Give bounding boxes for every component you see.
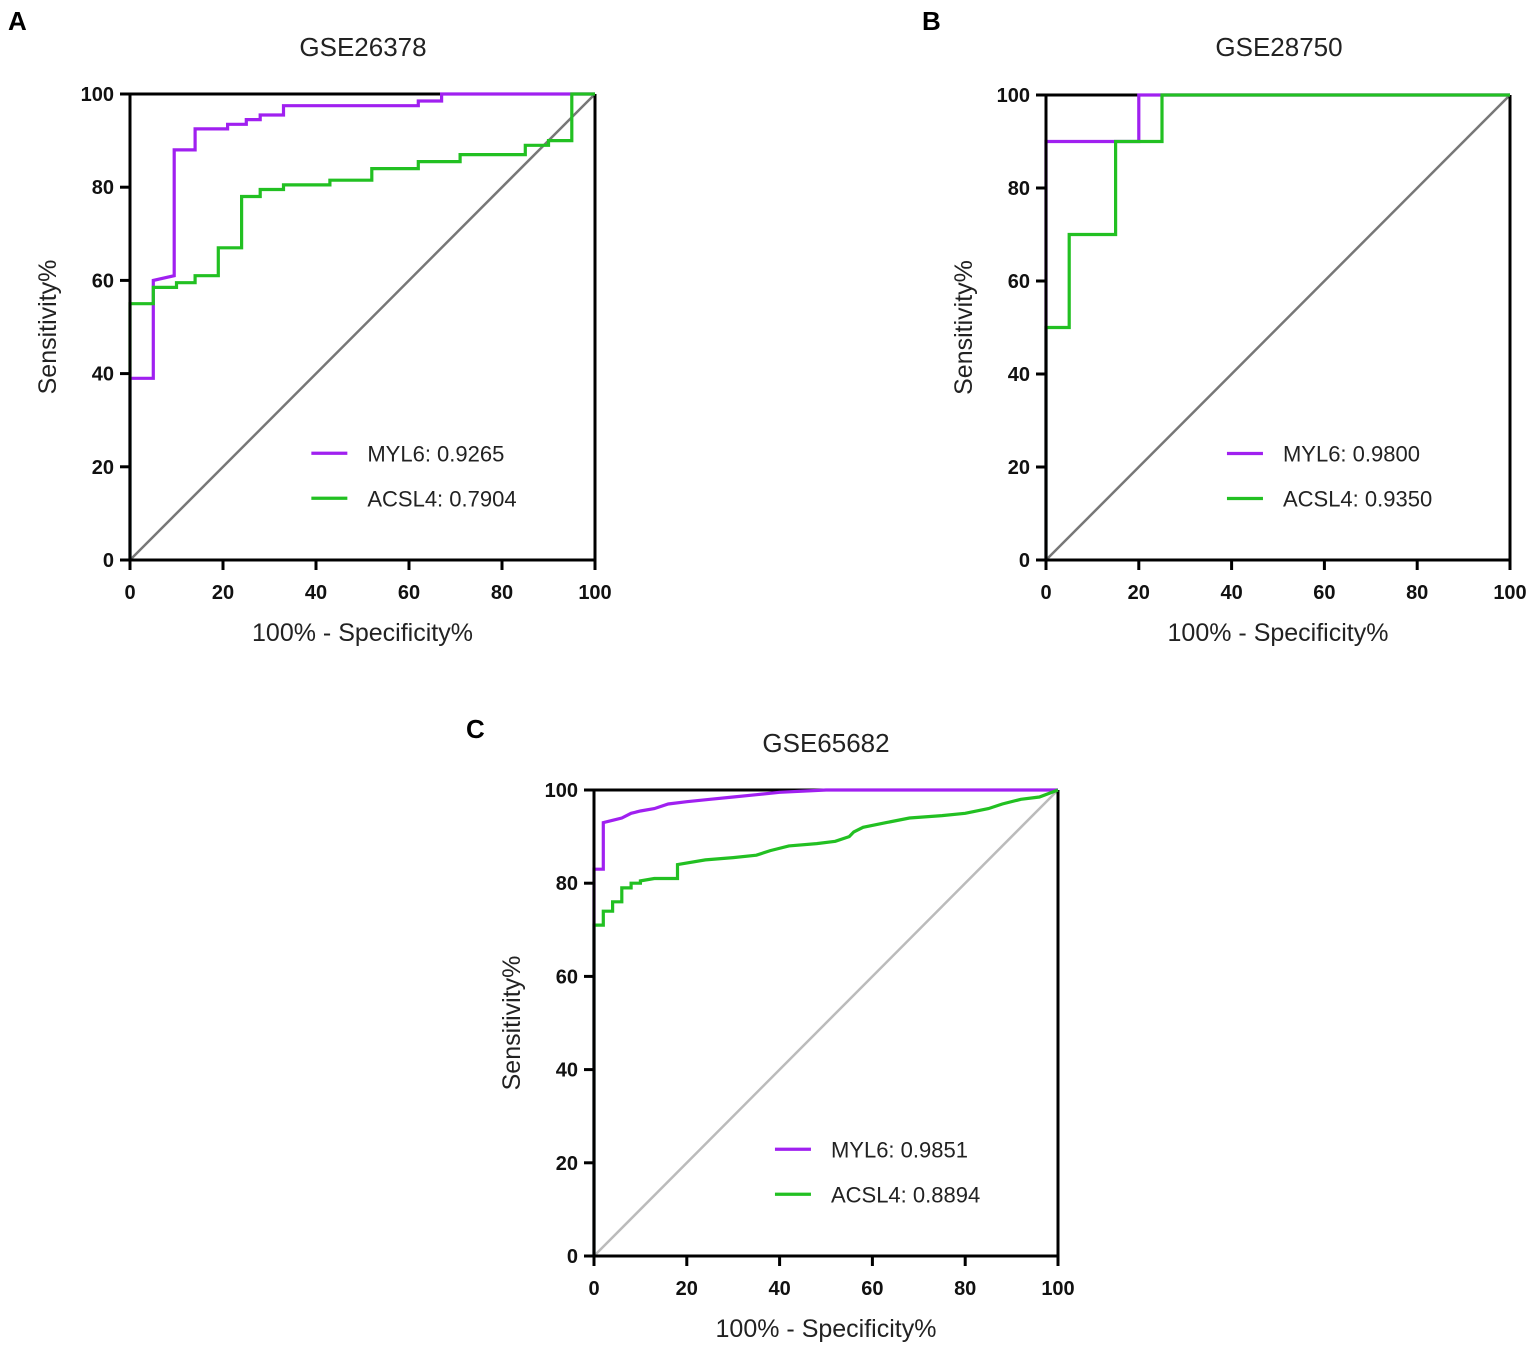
panel-c-y-tick-label: 20 — [556, 1153, 578, 1175]
panel-c-x-tick-label: 20 — [676, 1278, 698, 1300]
panel-b-x-tick-label: 100 — [1493, 582, 1526, 604]
panel-a-x-tick-label: 60 — [398, 582, 420, 604]
panel-b-x-tick-label: 40 — [1220, 582, 1242, 604]
panel-a-x-axis-label: 100% - Specificity% — [252, 619, 473, 647]
panel-a-acsl4-curve — [128, 92, 595, 560]
panel-a-y-axis-label: Sensitivity% — [34, 260, 62, 395]
panel-b-legend-label-myl6: MYL6: 0.9800 — [1283, 442, 1420, 467]
panel-b-x-axis-label: 100% - Specificity% — [1168, 619, 1389, 647]
panel-a-x-tick-label: 40 — [305, 582, 327, 604]
panel-b-x-tick-label: 80 — [1406, 582, 1428, 604]
panel-a-chart: A GSE26378 0 20 40 60 80 100 0 20 40 60 80 100 100% - … — [8, 6, 612, 647]
panel-b-acsl4-curve — [1044, 93, 1510, 560]
panel-b-title: GSE28750 — [1215, 32, 1342, 62]
panel-c-y-tick-label: 100 — [545, 780, 578, 802]
panel-a-x-tick-label: 80 — [491, 582, 513, 604]
panel-c-y-tick-label: 40 — [556, 1060, 578, 1082]
panel-b-y-tick-label: 60 — [1008, 271, 1030, 293]
panel-a-y-tick-label: 100 — [81, 84, 114, 106]
panel-c-myl6-curve — [592, 788, 1058, 1256]
panel-c-acsl4-curve — [592, 788, 1059, 1256]
panel-b-y-tick-label: 40 — [1008, 364, 1030, 386]
panel-b-y-tick-label: 80 — [1008, 178, 1030, 200]
panel-b-legend-label-acsl4: ACSL4: 0.9350 — [1283, 487, 1432, 512]
panel-b-x-tick-label: 20 — [1128, 582, 1150, 604]
panel-a-x-tick-label: 100 — [578, 582, 611, 604]
panel-c-reference-line — [593, 789, 1059, 1257]
panel-c-y-tick-label: 0 — [567, 1246, 578, 1268]
panel-b-y-tick-label: 20 — [1008, 457, 1030, 479]
panel-b-x-tick-label: 60 — [1313, 582, 1335, 604]
panel-c-x-tick-label: 60 — [861, 1278, 883, 1300]
panel-a-legend-label-acsl4: ACSL4: 0.7904 — [367, 486, 516, 511]
panel-a-title: GSE26378 — [299, 32, 426, 62]
panel-c-chart: C GSE65682 0 20 40 60 80 100 0 20 40 60 80 100 100% - … — [466, 714, 1075, 1343]
panel-a-y-tick-label: 80 — [92, 177, 114, 199]
panel-a-x-tick-label: 0 — [124, 582, 135, 604]
panel-a-reference-line — [129, 93, 596, 561]
panel-a-y-tick-label: 0 — [103, 550, 114, 572]
panel-b-y-tick-label: 0 — [1019, 550, 1030, 572]
panel-c-x-tick-label: 0 — [588, 1278, 599, 1300]
panel-a-y-tick-label: 40 — [92, 364, 114, 386]
panel-b-y-axis-label: Sensitivity% — [950, 260, 978, 395]
panel-c-x-tick-label: 80 — [954, 1278, 976, 1300]
panel-a-x-tick-label: 20 — [212, 582, 234, 604]
panel-c-title: GSE65682 — [762, 728, 889, 758]
panel-a-legend-label-myl6: MYL6: 0.9265 — [367, 441, 504, 466]
panel-c-x-tick-label: 40 — [768, 1278, 790, 1300]
panel-b-chart: B GSE28750 0 20 40 60 80 100 0 20 40 60 80 100 100% - … — [922, 6, 1527, 647]
panel-c-legend-label-myl6: MYL6: 0.9851 — [831, 1137, 968, 1162]
panel-a-y-tick-label: 60 — [92, 270, 114, 292]
panel-c-y-tick-label: 60 — [556, 966, 578, 988]
panel-c-y-tick-label: 80 — [556, 873, 578, 895]
panel-b-x-tick-label: 0 — [1040, 582, 1051, 604]
panel-a-myl6-curve — [128, 92, 595, 560]
panel-c-letter: C — [466, 714, 485, 744]
panel-c-x-axis-label: 100% - Specificity% — [716, 1315, 937, 1343]
panel-c-x-tick-label: 100 — [1041, 1278, 1074, 1300]
panel-a-y-tick-label: 20 — [92, 457, 114, 479]
panel-b-reference-line — [1045, 94, 1511, 561]
panel-b-letter: B — [922, 6, 941, 36]
panel-c-y-axis-label: Sensitivity% — [498, 956, 526, 1091]
panel-a-letter: A — [8, 6, 27, 36]
panel-b-y-tick-label: 100 — [997, 85, 1030, 107]
panel-c-legend-label-acsl4: ACSL4: 0.8894 — [831, 1182, 980, 1207]
